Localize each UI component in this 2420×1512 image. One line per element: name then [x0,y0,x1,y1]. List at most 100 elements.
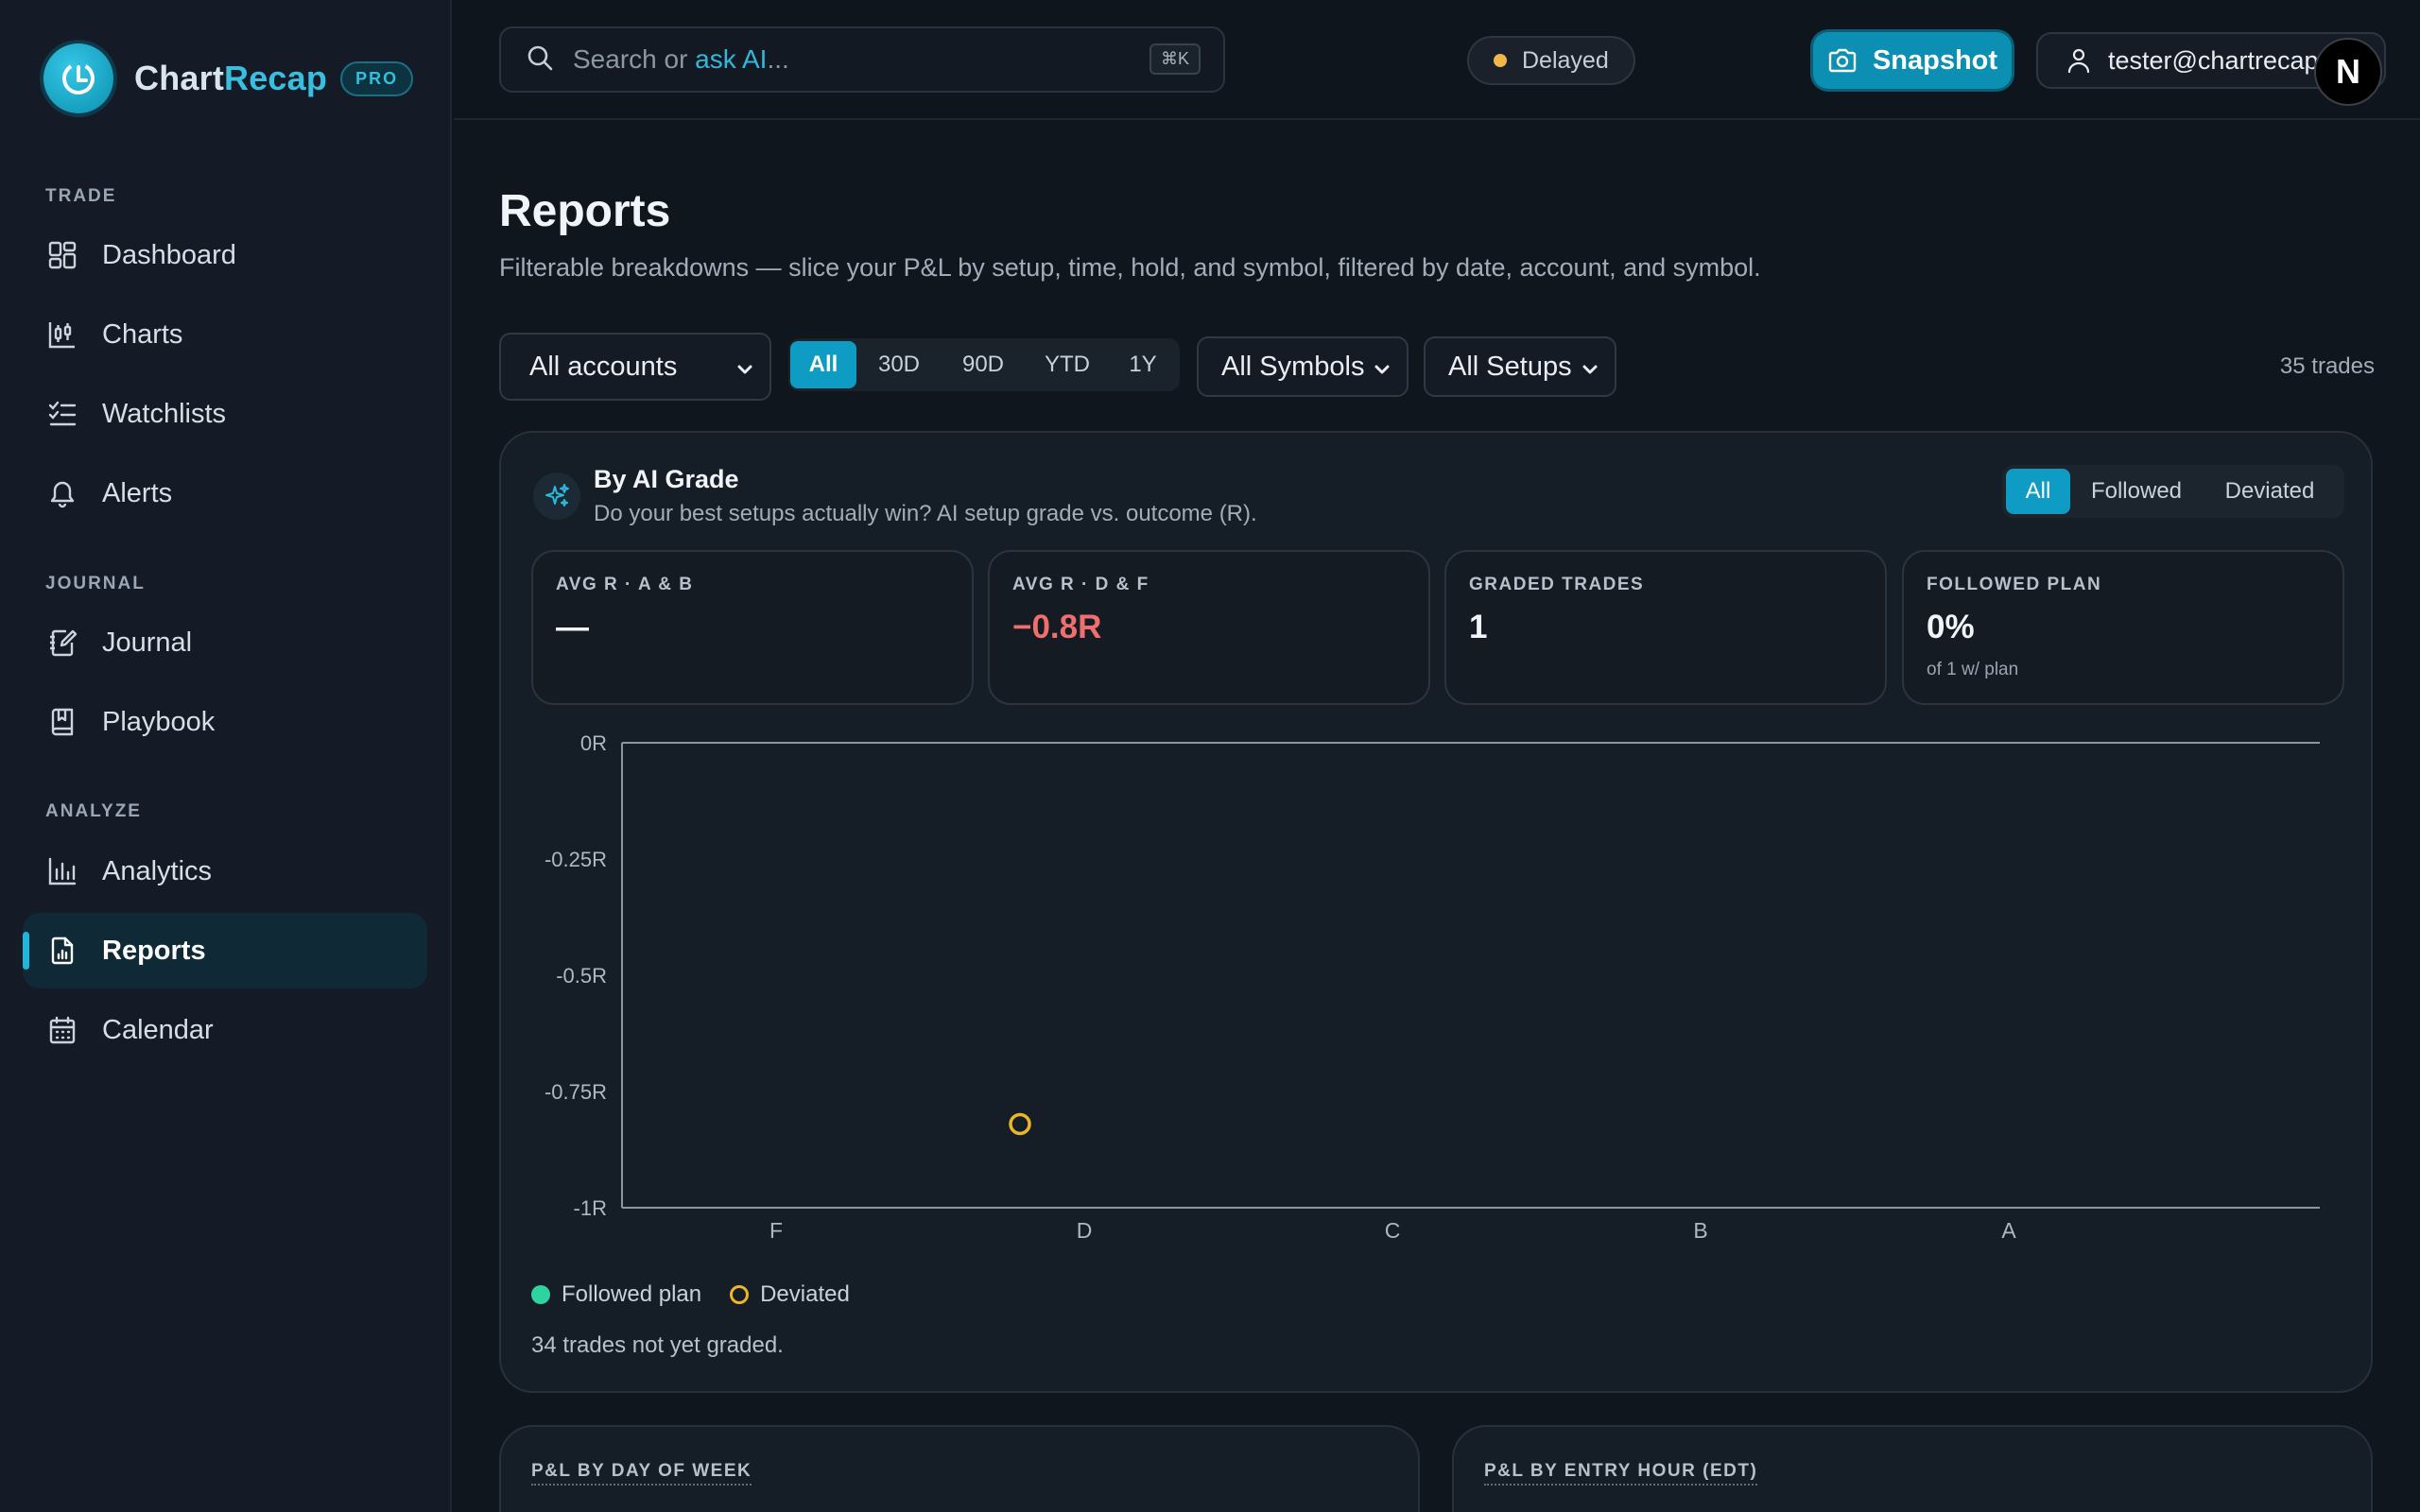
shortcut-hint: ⌘K [1149,43,1201,75]
stat-label: FOLLOWED PLAN [1927,575,2102,594]
deviated-trade-point [1009,1112,1031,1136]
sidebar-item-label: Charts [102,318,183,350]
sidebar-item-label: Calendar [102,1014,214,1045]
sidebar: ChartRecap PRO TRADE Dashboard Charts Wa… [0,0,452,1512]
sidebar-item-analytics[interactable]: Analytics [23,833,427,909]
sidebar-item-reports[interactable]: Reports [23,913,427,988]
y-tick-label: -0.5R [556,964,607,988]
stat-value: 1 [1469,609,1488,645]
page-title: Reports [499,186,671,236]
legend-label: Followed plan [562,1281,702,1307]
section-label-analyze: ANALYZE [45,801,142,821]
bell-icon [45,476,79,510]
chevron-down-icon [1371,357,1393,388]
dashboard-icon [45,238,79,272]
ai-grade-card: By AI Grade Do your best setups actually… [499,431,2373,1393]
range-all-button[interactable]: All [790,341,856,388]
snapshot-button[interactable]: Snapshot [1813,32,2012,89]
delayed-label: Delayed [1522,46,1609,74]
sidebar-item-calendar[interactable]: Calendar [23,992,427,1068]
x-tick-label: D [1077,1218,1093,1243]
stat-value: 0% [1927,609,1975,645]
chevron-down-icon [734,357,756,388]
ungraded-note: 34 trades not yet graded. [531,1332,784,1358]
user-email: tester@chartrecap.io [2108,45,2346,75]
legend-label: Deviated [760,1281,850,1307]
file-chart-icon [45,934,79,968]
stat-card-avg-r-ab: AVG R · A & B — [531,550,974,705]
range-1y-button[interactable]: 1Y [1129,352,1157,377]
search-input[interactable]: Search or ask AI... ⌘K [499,26,1225,93]
stat-value: −0.8R [1012,609,1102,645]
range-90d-button[interactable]: 90D [961,352,1005,377]
sidebar-item-label: Dashboard [102,239,236,270]
y-tick-label: -1R [574,1196,607,1220]
account-select-value: All accounts [529,351,678,382]
search-icon [526,43,554,77]
chartrecap-logo-icon [43,43,113,113]
range-ytd-button[interactable]: YTD [1045,352,1090,377]
brand[interactable]: ChartRecap PRO [43,43,414,113]
sidebar-item-journal[interactable]: Journal [23,605,427,680]
stat-value: — [556,609,589,645]
setup-select-value: All Setups [1448,351,1572,382]
x-tick-label: C [1385,1218,1401,1243]
bar-chart-icon [45,854,79,888]
range-30d-button[interactable]: 30D [877,352,921,377]
sidebar-item-label: Journal [102,627,193,658]
y-tick-label: -0.25R [544,848,607,871]
search-placeholder: Search or ask AI... [573,44,789,74]
x-tick-label: B [1693,1218,1707,1243]
notebook-pen-icon [45,626,79,660]
snapshot-label: Snapshot [1872,44,1998,76]
avatar[interactable]: N [2314,38,2382,106]
sidebar-item-playbook[interactable]: Playbook [23,684,427,760]
y-tick-label: 0R [580,731,607,755]
sidebar-item-label: Playbook [102,706,216,737]
plan-filter-toggle: All Followed Deviated [2002,465,2344,518]
calendar-icon [45,1013,79,1047]
segment-all-button[interactable]: All [2006,469,2070,514]
sidebar-item-charts[interactable]: Charts [23,297,427,372]
pnl-by-hour-card: P&L BY ENTRY HOUR (EDT) [1452,1425,2373,1512]
stat-card-avg-r-df: AVG R · D & F −0.8R [988,550,1430,705]
ai-grade-scatter-chart: 0R -0.25R -0.5R -0.75R -1R F D C B A [544,731,2320,1243]
symbol-select-value: All Symbols [1221,351,1365,382]
segment-deviated-button[interactable]: Deviated [2224,478,2315,504]
user-menu-button[interactable]: tester@chartrecap.io [2036,32,2386,89]
stat-note: of 1 w/ plan [1927,660,2019,679]
symbol-select[interactable]: All Symbols [1197,336,1409,397]
sidebar-item-dashboard[interactable]: Dashboard [23,217,427,293]
list-check-icon [45,397,79,431]
account-select[interactable]: All accounts [499,333,771,401]
book-bookmark-icon [45,705,79,739]
setup-select[interactable]: All Setups [1424,336,1616,397]
trade-count: 35 trades [2279,353,2375,379]
sidebar-item-label: Alerts [102,477,173,508]
y-tick-label: -0.75R [544,1080,607,1104]
market-data-status[interactable]: Delayed [1467,36,1635,85]
sidebar-item-label: Reports [102,935,206,966]
section-label-trade: TRADE [45,186,117,206]
x-tick-label: A [2001,1218,2016,1243]
page-subtitle: Filterable breakdowns — slice your P&L b… [499,253,1761,282]
topbar: Search or ask AI... ⌘K Delayed Snapshot … [454,0,2420,120]
sidebar-item-watchlists[interactable]: Watchlists [23,376,427,452]
legend-item-followed: Followed plan [531,1281,701,1308]
stat-card-followed-plan: FOLLOWED PLAN 0% of 1 w/ plan [1902,550,2344,705]
segment-followed-button[interactable]: Followed [2090,478,2183,504]
stat-label: GRADED TRADES [1469,575,1645,594]
sidebar-item-label: Watchlists [102,398,227,429]
date-range-toggle: All 30D 90D YTD 1Y [788,338,1180,391]
stat-label: AVG R · A & B [556,575,694,594]
card-title: By AI Grade [594,465,739,493]
status-dot-icon [1494,54,1507,67]
x-tick-label: F [769,1218,783,1243]
candlestick-icon [45,318,79,352]
sidebar-item-alerts[interactable]: Alerts [23,455,427,531]
card-subtitle: Do your best setups actually win? AI set… [594,501,1257,526]
section-label-journal: JOURNAL [45,574,146,593]
followed-dot-icon [531,1285,550,1304]
camera-icon [1827,47,1858,74]
pro-badge: PRO [340,60,414,96]
